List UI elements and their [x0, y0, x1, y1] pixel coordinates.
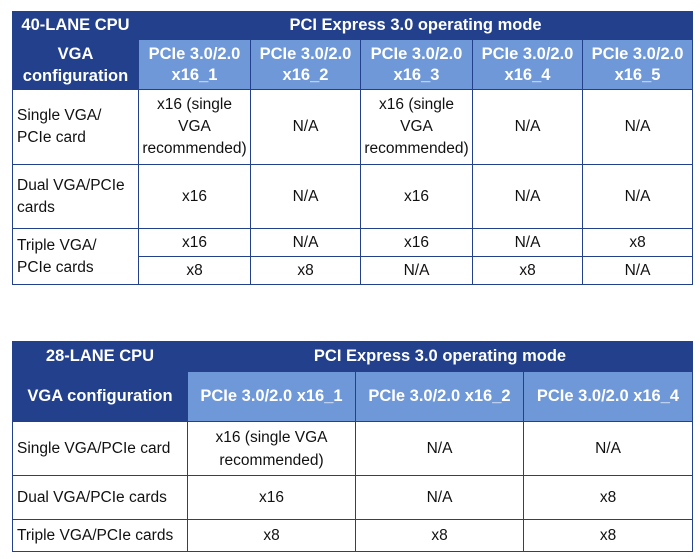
table-cell: x8 — [138, 256, 251, 285]
table-cell: N/A — [472, 228, 583, 257]
table-cell: x8 — [581, 228, 694, 257]
slot-header-x16-1: PCIe 3.0/2.0 x16_1 — [187, 371, 356, 422]
table-cell: N/A — [355, 421, 524, 476]
row-label-single-vga: Single VGA/ PCIe card — [12, 89, 139, 165]
table-cell: x16 (single VGA recommended) — [360, 89, 473, 165]
slot-header-x16-4: PCIe 3.0/2.0 x16_4 — [523, 371, 693, 422]
table-cell: N/A — [250, 89, 361, 165]
table-row: Triple VGA/ PCIe cards x16 N/A x16 N/A x… — [12, 228, 694, 285]
lane28-table: 28-LANE CPU PCI Express 3.0 operating mo… — [12, 341, 693, 552]
table-cell: x16 — [360, 164, 473, 229]
table-cell: N/A — [250, 228, 361, 257]
table1-vga-config-header: VGA configuration — [12, 39, 139, 90]
table2-vga-config-header: VGA configuration — [12, 371, 188, 422]
row-label-single-vga: Single VGA/PCIe card — [12, 421, 188, 476]
table-row: Dual VGA/PCIe cards x16 N/A x16 N/A N/A — [12, 164, 694, 229]
table-cell: x8 — [250, 256, 361, 285]
table-cell: x16 — [187, 475, 356, 520]
table-cell: x8 — [472, 256, 583, 285]
table-cell: x16 — [138, 228, 251, 257]
row-label-triple-vga: Triple VGA/ PCIe cards — [12, 228, 139, 285]
slot-header-x16-4: PCIe 3.0/2.0 x16_4 — [472, 39, 583, 90]
table2-corner-header: 28-LANE CPU — [12, 341, 188, 372]
table-cell: x16 — [360, 228, 473, 257]
table-cell: x8 — [187, 519, 356, 552]
table-cell: N/A — [250, 164, 361, 229]
table-cell: x16 (single VGA recommended) — [138, 89, 251, 165]
slot-header-x16-2: PCIe 3.0/2.0 x16_2 — [250, 39, 361, 90]
slot-header-x16-3: PCIe 3.0/2.0 x16_3 — [360, 39, 473, 90]
table-cell: x16 — [138, 164, 251, 229]
table-cell: x8 — [355, 519, 524, 552]
slot-header-x16-2: PCIe 3.0/2.0 x16_2 — [355, 371, 524, 422]
table-row: Dual VGA/PCIe cards x16 N/A x8 — [12, 475, 693, 520]
table1-mode-header: PCI Express 3.0 operating mode — [137, 11, 694, 40]
table-row: x8 x8 N/A x8 N/A — [13, 256, 694, 285]
table-row: Single VGA/PCIe card x16 (single VGA rec… — [12, 421, 693, 476]
table-row: Single VGA/ PCIe card x16 (single VGA re… — [12, 89, 694, 165]
table2-mode-header: PCI Express 3.0 operating mode — [187, 341, 693, 372]
table-cell: N/A — [581, 89, 694, 165]
table-cell: N/A — [472, 164, 583, 229]
lane40-table: 40-LANE CPU PCI Express 3.0 operating mo… — [12, 11, 694, 285]
table-cell: N/A — [581, 164, 694, 229]
table-cell: N/A — [355, 475, 524, 520]
slot-header-x16-1: PCIe 3.0/2.0 x16_1 — [138, 39, 251, 90]
table-cell: x8 — [523, 475, 693, 520]
table-row: Triple VGA/PCIe cards x8 x8 x8 — [12, 519, 693, 552]
table1-corner-header: 40-LANE CPU — [12, 11, 139, 40]
table-cell: N/A — [523, 421, 693, 476]
table-cell: x16 (single VGA recommended) — [187, 421, 356, 476]
table-cell: N/A — [360, 256, 473, 285]
table-cell: N/A — [581, 256, 694, 285]
table-cell: N/A — [472, 89, 583, 165]
row-label-triple-vga: Triple VGA/PCIe cards — [12, 519, 188, 552]
row-label-dual-vga: Dual VGA/PCIe cards — [12, 475, 188, 520]
row-label-dual-vga: Dual VGA/PCIe cards — [12, 164, 139, 229]
table-cell: x8 — [523, 519, 693, 552]
slot-header-x16-5: PCIe 3.0/2.0 x16_5 — [581, 39, 694, 90]
